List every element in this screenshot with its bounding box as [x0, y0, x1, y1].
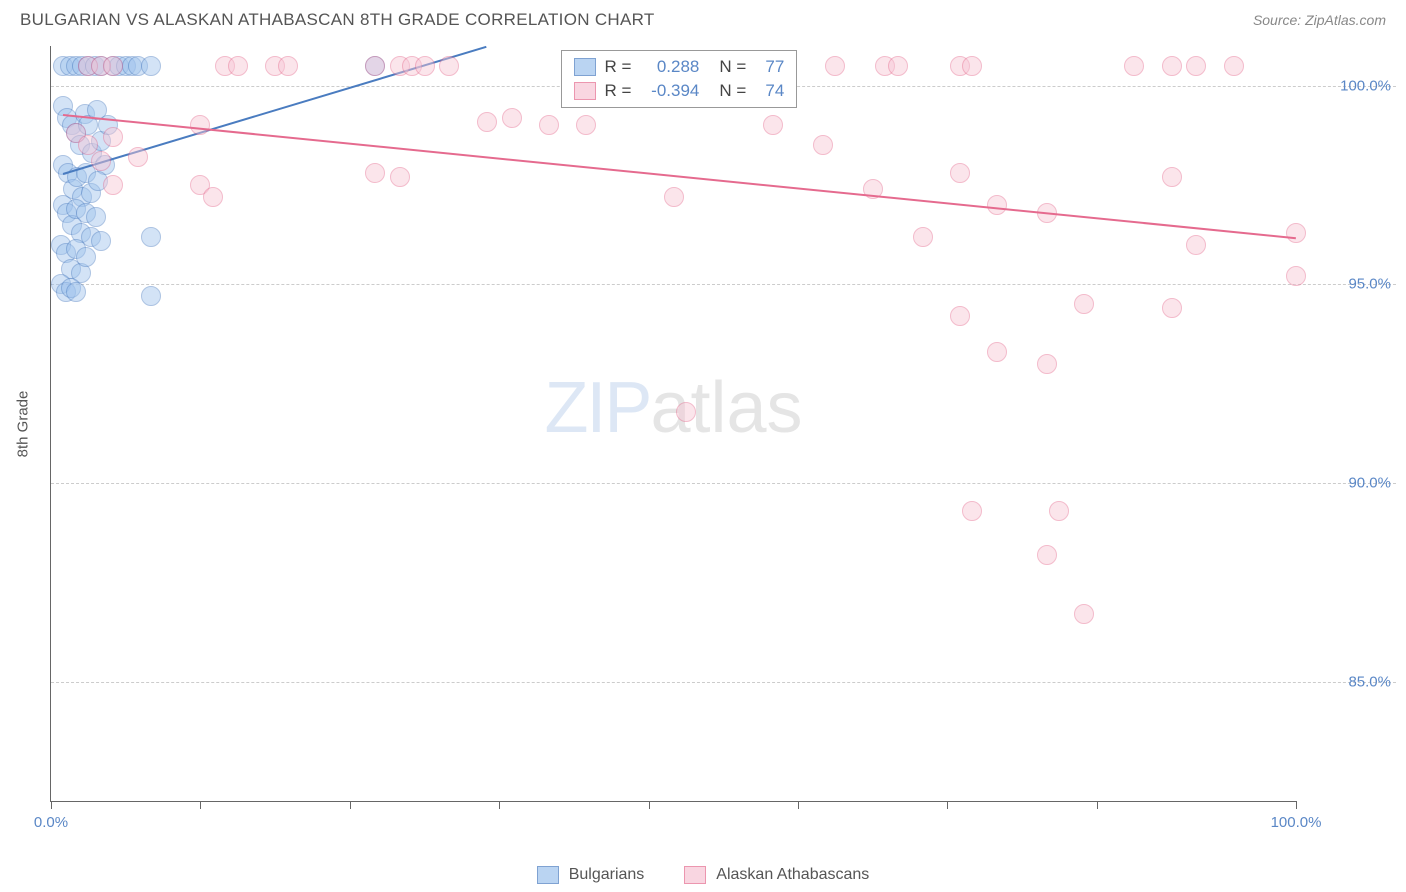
scatter-point	[1186, 56, 1206, 76]
gridline	[51, 682, 1396, 683]
scatter-point	[141, 56, 161, 76]
scatter-point	[103, 127, 123, 147]
scatter-point	[1162, 167, 1182, 187]
scatter-point	[962, 501, 982, 521]
scatter-point	[1074, 294, 1094, 314]
y-tick-label: 100.0%	[1301, 77, 1391, 94]
scatter-point	[825, 56, 845, 76]
y-tick-label: 90.0%	[1301, 475, 1391, 492]
scatter-point	[502, 108, 522, 128]
chart-title: BULGARIAN VS ALASKAN ATHABASCAN 8TH GRAD…	[20, 10, 655, 30]
scatter-point	[1074, 604, 1094, 624]
legend-label: Alaskan Athabascans	[716, 866, 869, 884]
legend-item: Bulgarians	[537, 866, 645, 884]
scatter-point	[66, 282, 86, 302]
scatter-point	[539, 115, 559, 135]
scatter-point	[1186, 235, 1206, 255]
scatter-point	[1037, 354, 1057, 374]
chart-area: 8th Grade ZIPatlas 85.0%90.0%95.0%100.0%…	[50, 46, 1396, 832]
legend-item: Alaskan Athabascans	[684, 866, 869, 884]
plot-region: 8th Grade ZIPatlas 85.0%90.0%95.0%100.0%…	[50, 46, 1296, 802]
gridline	[51, 284, 1396, 285]
gridline	[51, 483, 1396, 484]
x-tick-label: 100.0%	[1271, 814, 1322, 831]
x-tick	[350, 801, 351, 809]
scatter-point	[103, 175, 123, 195]
legend-swatch	[537, 866, 559, 884]
x-tick	[51, 801, 52, 809]
scatter-point	[1286, 266, 1306, 286]
scatter-point	[664, 187, 684, 207]
trend-line	[63, 114, 1296, 239]
scatter-point	[962, 56, 982, 76]
scatter-point	[813, 135, 833, 155]
y-tick-label: 85.0%	[1301, 673, 1391, 690]
scatter-point	[141, 286, 161, 306]
scatter-point	[103, 56, 123, 76]
scatter-point	[365, 56, 385, 76]
scatter-point	[888, 56, 908, 76]
scatter-point	[203, 187, 223, 207]
scatter-point	[128, 147, 148, 167]
scatter-point	[763, 115, 783, 135]
scatter-point	[278, 56, 298, 76]
scatter-point	[576, 115, 596, 135]
scatter-point	[1049, 501, 1069, 521]
legend-swatch	[574, 58, 596, 76]
scatter-point	[987, 195, 1007, 215]
scatter-point	[1162, 298, 1182, 318]
legend-label: Bulgarians	[569, 866, 645, 884]
scatter-point	[1224, 56, 1244, 76]
scatter-point	[76, 247, 96, 267]
scatter-point	[91, 151, 111, 171]
scatter-point	[1162, 56, 1182, 76]
watermark: ZIPatlas	[544, 367, 802, 449]
scatter-point	[415, 56, 435, 76]
y-tick-label: 95.0%	[1301, 276, 1391, 293]
bottom-legend: Bulgarians Alaskan Athabascans	[0, 866, 1406, 884]
legend-row: R =-0.394N =74	[574, 79, 784, 103]
scatter-point	[950, 163, 970, 183]
y-axis-label: 8th Grade	[15, 390, 32, 457]
scatter-point	[950, 306, 970, 326]
scatter-point	[91, 231, 111, 251]
legend-swatch	[684, 866, 706, 884]
scatter-point	[1124, 56, 1144, 76]
scatter-point	[190, 115, 210, 135]
x-tick	[649, 801, 650, 809]
source-text: Source: ZipAtlas.com	[1253, 12, 1386, 28]
x-tick	[1097, 801, 1098, 809]
scatter-point	[676, 402, 696, 422]
scatter-point	[1037, 545, 1057, 565]
scatter-point	[439, 56, 459, 76]
scatter-point	[987, 342, 1007, 362]
scatter-point	[141, 227, 161, 247]
scatter-point	[913, 227, 933, 247]
scatter-point	[365, 163, 385, 183]
x-tick-label: 0.0%	[34, 814, 68, 831]
stats-legend: R =0.288N =77R =-0.394N =74	[561, 50, 797, 108]
scatter-point	[390, 167, 410, 187]
x-tick	[798, 801, 799, 809]
scatter-point	[86, 207, 106, 227]
legend-swatch	[574, 82, 596, 100]
scatter-point	[477, 112, 497, 132]
scatter-point	[228, 56, 248, 76]
x-tick	[200, 801, 201, 809]
x-tick	[499, 801, 500, 809]
scatter-point	[1286, 223, 1306, 243]
legend-row: R =0.288N =77	[574, 55, 784, 79]
x-tick	[947, 801, 948, 809]
x-tick	[1296, 801, 1297, 809]
